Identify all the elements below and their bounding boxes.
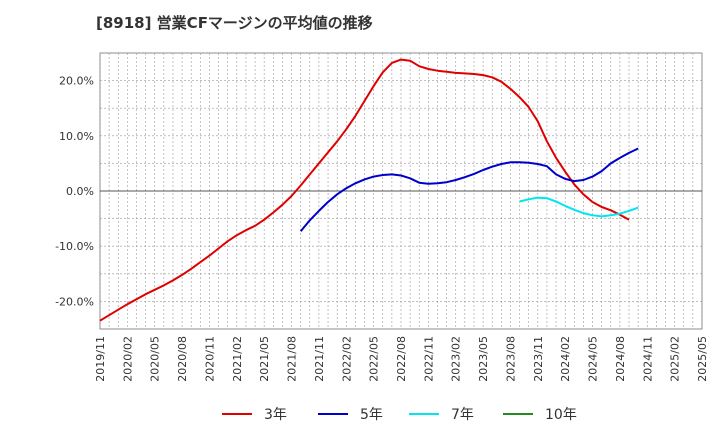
legend-label-1: 3年 — [264, 407, 287, 423]
y-tick-label: 0.0% — [66, 185, 94, 198]
x-tick-label: 2020/11 — [203, 336, 216, 382]
legend-label-2: 5年 — [360, 407, 383, 423]
x-tick-label: 2020/05 — [149, 336, 162, 382]
x-tick-label: 2024/05 — [587, 336, 600, 382]
legend-label-3: 7年 — [451, 407, 474, 423]
x-tick-label: 2024/08 — [614, 336, 627, 382]
x-tick-label: 2020/02 — [121, 336, 134, 382]
x-tick-label: 2021/08 — [286, 336, 299, 382]
series-line-1 — [99, 58, 630, 322]
x-tick-label: 2023/08 — [504, 336, 517, 382]
x-tick-label: 2025/05 — [696, 336, 709, 382]
series-line-3 — [519, 196, 639, 218]
x-tick-label: 2019/11 — [94, 336, 107, 382]
x-tick-label: 2020/08 — [176, 336, 189, 382]
y-tick-label: -20.0% — [55, 295, 94, 308]
x-tick-label: 2023/11 — [532, 336, 545, 382]
x-tick-label: 2022/05 — [368, 336, 381, 382]
y-tick-label: 10.0% — [59, 130, 94, 143]
x-tick-label: 2023/02 — [450, 336, 463, 382]
x-tick-label: 2024/02 — [559, 336, 572, 382]
y-tick-label: -10.0% — [55, 240, 94, 253]
x-tick-label: 2021/11 — [313, 336, 326, 382]
chart-title: [8918] 営業CFマージンの平均値の推移 — [96, 14, 373, 32]
x-tick-label: 2021/02 — [231, 336, 244, 382]
x-tick-label: 2023/05 — [477, 336, 490, 382]
series-line-2 — [299, 147, 639, 232]
x-tick-label: 2022/11 — [422, 336, 435, 382]
x-tick-label: 2022/08 — [395, 336, 408, 382]
y-tick-label: 20.0% — [59, 75, 94, 88]
x-tick-label: 2021/05 — [258, 336, 271, 382]
x-tick-label: 2024/11 — [641, 336, 654, 382]
legend-label-4: 10年 — [545, 407, 577, 423]
x-tick-label: 2025/02 — [669, 336, 682, 382]
x-tick-label: 2022/02 — [340, 336, 353, 382]
